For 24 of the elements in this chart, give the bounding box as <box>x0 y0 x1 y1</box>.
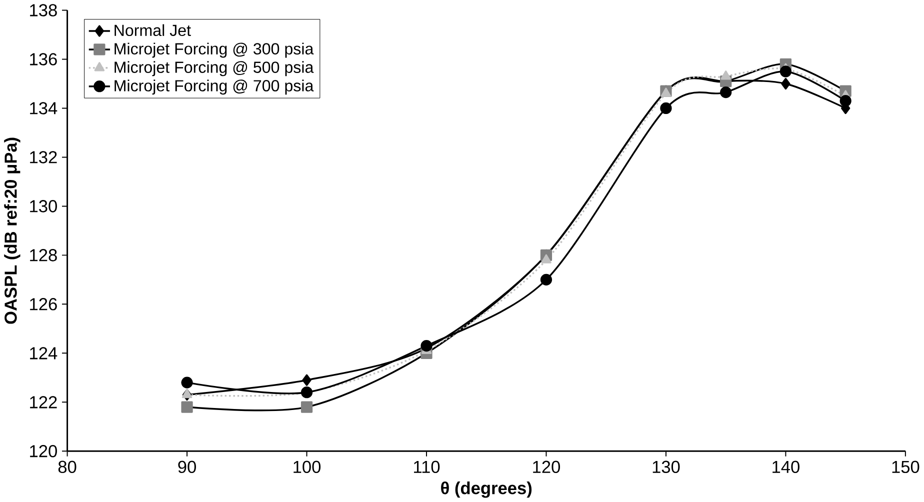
x-axis-title: θ (degrees) <box>441 482 532 498</box>
x-tick-label: 120 <box>533 460 560 474</box>
y-tick-label: 132 <box>30 151 57 164</box>
y-tick-label: 128 <box>30 249 57 262</box>
y-tick-label: 126 <box>30 298 57 310</box>
x-tick-label: 130 <box>652 460 680 474</box>
legend-label: Microjet Forcing @ 700 psia <box>114 80 314 95</box>
y-tick-label: 124 <box>30 347 58 360</box>
y-tick-label: 120 <box>30 445 57 458</box>
x-tick-label: 140 <box>772 460 800 474</box>
y-tick-label: 134 <box>30 102 58 114</box>
y-tick-label: 122 <box>30 396 57 408</box>
y-axis-title: OASPL (dB ref:20 μPa) <box>4 138 20 324</box>
x-tick-label: 150 <box>892 460 920 474</box>
y-tick-label: 130 <box>30 200 57 212</box>
x-tick-label: 100 <box>294 460 321 474</box>
x-tick-label: 80 <box>58 460 76 474</box>
x-tick-label: 90 <box>178 460 196 474</box>
legend-label: Normal Jet <box>114 24 191 36</box>
legend-label: Microjet Forcing @ 300 psia <box>114 42 314 58</box>
legend-label: Microjet Forcing @ 500 psia <box>114 61 314 76</box>
x-tick-label: 110 <box>414 460 440 474</box>
y-tick-label: 138 <box>30 4 57 16</box>
y-tick-label: 136 <box>30 53 57 66</box>
